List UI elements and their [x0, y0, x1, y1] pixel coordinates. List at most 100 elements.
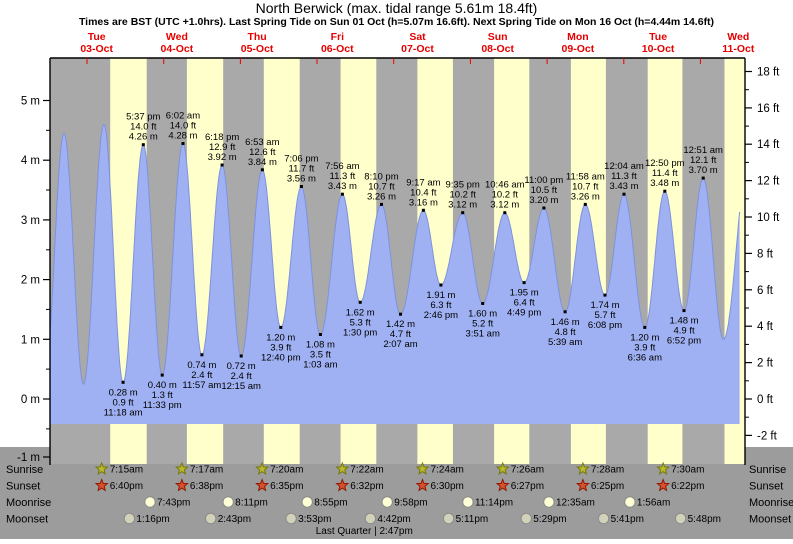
sunrise-row-label-left: Sunrise: [6, 464, 43, 476]
feet-tick-label: 16 ft: [757, 103, 780, 115]
tide-extreme-dot: [239, 354, 243, 358]
day-labels: Tue03-OctWed04-OctThu05-OctFri06-OctSat0…: [80, 31, 754, 55]
low-tide-label-m: 1.20 m: [630, 332, 659, 343]
page-title: North Berwick (max. tidal range 5.61m 18…: [255, 0, 538, 16]
high-tide-label-m: 3.16 m: [409, 197, 438, 208]
moonset-circle-icon: [442, 512, 455, 525]
day-label-date: 10-Oct: [642, 43, 675, 55]
moonrise-circle-icon: [543, 496, 555, 508]
moonset-circle-icon: [205, 512, 217, 525]
feet-axis: 18 ft 16 ft 14 ft 12 ft 10 ft 8 ft 6 ft 4 ft 2 f…: [745, 66, 780, 442]
day-label-date: 03-Oct: [80, 43, 113, 55]
sunset-star-icon: [656, 478, 671, 492]
day-label-date: 04-Oct: [161, 43, 194, 55]
sunset-time: 6:30pm: [431, 481, 464, 492]
tide-extreme-dot: [318, 333, 322, 336]
moonset-circle-icon: [364, 512, 377, 525]
tide-extreme-dot: [200, 353, 204, 357]
moon-phase-label: Last Quarter | 2:47pm: [316, 526, 413, 537]
feet-tick-label: 6 ft: [757, 285, 774, 297]
high-tide-label-m: 3.26 m: [367, 191, 396, 202]
sunrise-time: 7:24am: [431, 465, 464, 476]
sunrise-star-icon: [94, 461, 109, 476]
moonrise-time: 9:58pm: [394, 498, 427, 509]
sunset-star-icon: [255, 478, 270, 492]
sunset-time: 6:27pm: [511, 481, 544, 492]
tide-extreme-dot: [220, 163, 224, 167]
low-tide-label-time: 6:36 am: [628, 352, 662, 363]
day-label-dow: Wed: [166, 31, 188, 43]
tide-extreme-dot: [181, 142, 185, 145]
high-tide-label-m: 4.28 m: [168, 130, 197, 141]
high-tide-label-ft: 11.7 ft: [289, 163, 315, 174]
sunrise-star-icon: [656, 461, 671, 476]
moonrise-circle-icon: [624, 496, 636, 508]
low-tide-label-m: 0.28 m: [109, 387, 138, 398]
tide-extreme-dot: [260, 168, 264, 172]
moonrise-row-label-left: Moonrise: [6, 497, 51, 509]
tide-extreme-dot: [603, 293, 607, 297]
tide-extreme-dot: [622, 192, 626, 196]
meter-tick-label: 1 m: [21, 334, 40, 346]
high-tide-label-ft: 10.7 ft: [368, 181, 395, 192]
low-tide-label-ft: 4.8 ft: [555, 327, 576, 338]
sunrise-time: 7:22am: [350, 465, 383, 476]
day-label-date: 11-Oct: [722, 43, 755, 55]
moonrise-circle-icon: [144, 496, 156, 508]
day-label-dow: Sat: [409, 31, 426, 43]
moonset-time: 5:41pm: [611, 514, 644, 525]
high-tide-label-time: 7:56 am: [325, 161, 359, 172]
high-tide-label-ft: 10.5 ft: [531, 185, 558, 196]
moonrise-time: 11:14pm: [475, 498, 513, 509]
sunset-star-icon: [495, 478, 510, 492]
sunrise-row-label-right: Sunrise: [749, 464, 786, 476]
tide-extreme-dot: [481, 302, 485, 305]
high-tide-label-time: 12:51 am: [683, 145, 723, 156]
low-tide-label-ft: 5.3 ft: [350, 317, 371, 328]
moonset-time: 5:29pm: [533, 514, 566, 525]
feet-tick-label: -2 ft: [757, 430, 778, 442]
high-tide-label-time: 7:06 pm: [284, 153, 318, 164]
high-tide-label-m: 4.26 m: [129, 132, 158, 143]
moonset-circle-icon: [597, 512, 610, 525]
low-tide-label-m: 1.91 m: [426, 290, 455, 301]
low-tide-label-time: 3:51 am: [466, 328, 500, 339]
low-tide-label-ft: 5.7 ft: [594, 310, 615, 321]
low-tide-label-time: 4:49 pm: [507, 308, 541, 319]
tide-extreme-dot: [542, 206, 546, 210]
high-tide-label-ft: 11.3 ft: [611, 171, 637, 182]
low-tide-label-time: 2:07 am: [383, 339, 417, 350]
high-tide-label-m: 3.20 m: [529, 195, 558, 206]
day-label-date: 06-Oct: [321, 43, 354, 55]
high-tide-label-ft: 14.0 ft: [130, 122, 157, 133]
sunrise-star-icon: [495, 461, 510, 476]
low-tide-label-m: 1.46 m: [551, 317, 580, 328]
sunset-star-icon: [94, 478, 109, 492]
moonset-circle-icon: [520, 512, 532, 525]
tide-extreme-dot: [503, 211, 507, 215]
high-tide-label-m: 3.48 m: [650, 178, 679, 189]
tide-extreme-dot: [160, 373, 164, 377]
tide-extreme-dot: [358, 300, 362, 304]
sunrise-time: 7:15am: [110, 465, 143, 476]
tide-extreme-dot: [279, 325, 283, 329]
feet-tick-label: 12 ft: [757, 176, 780, 188]
moonset-time: 2:43pm: [218, 514, 251, 525]
day-label-date: 09-Oct: [562, 43, 595, 55]
meter-tick-label: 3 m: [21, 215, 40, 227]
tide-extreme-dot: [563, 310, 567, 314]
tide-extreme-dot: [421, 208, 425, 212]
low-tide-label-ft: 3.9 ft: [270, 342, 291, 353]
high-tide-label-time: 9:17 am: [406, 177, 440, 188]
low-tide-label-m: 1.62 m: [346, 307, 375, 318]
day-label-dow: Mon: [567, 31, 589, 43]
sunrise-star-icon: [575, 461, 590, 476]
feet-tick-label: 4 ft: [757, 321, 774, 333]
high-tide-label-time: 6:53 am: [245, 137, 279, 148]
sunrise-star-icon: [255, 461, 270, 476]
high-tide-label-m: 3.26 m: [571, 191, 600, 202]
feet-tick-label: 18 ft: [757, 66, 780, 78]
feet-tick-label: 2 ft: [757, 358, 774, 370]
low-tide-label-m: 1.48 m: [670, 316, 699, 327]
